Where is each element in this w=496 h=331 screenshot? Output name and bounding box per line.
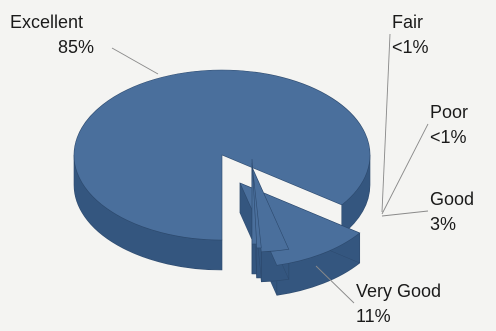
leader-line-poor [381,123,429,215]
slice-value-very-good: 11% [356,306,391,326]
slice-fair [251,158,257,245]
leader-line-fair [381,33,391,213]
leader-lines [111,33,429,304]
slice-label-excellent: Excellent [10,12,83,32]
slice-value-fair: <1% [392,37,429,57]
slice-value-poor: <1% [430,127,467,147]
slice-value-good: 3% [430,214,456,234]
pie-tops [73,69,371,266]
slice-label-poor: Poor [430,102,468,122]
slice-labels: Excellent 85% Very Good 11% Good 3% Poor <1% Fai… [10,12,474,326]
slice-poor [251,162,262,249]
leader-line-good [381,210,429,217]
leader-line-very-good [315,265,355,304]
slice-label-very-good: Very Good [356,281,441,301]
slice-excellent [73,69,371,241]
slice-good [251,166,290,253]
slice-value-excellent: 85% [58,37,94,57]
slice-label-good: Good [430,189,474,209]
slice-label-fair: Fair [392,12,423,32]
leader-line-excellent [111,47,159,75]
